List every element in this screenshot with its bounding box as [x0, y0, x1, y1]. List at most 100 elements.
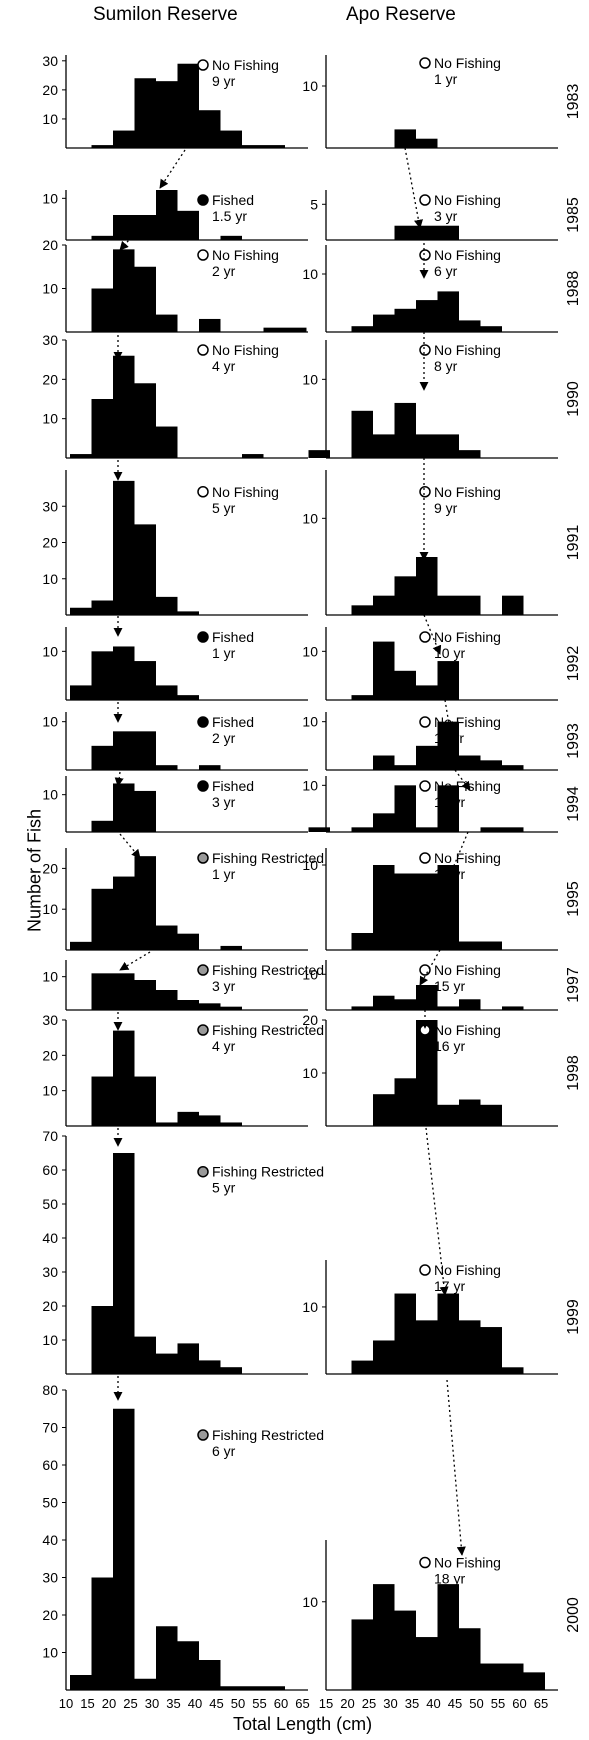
sumilon-1997-bar-45 — [220, 1006, 242, 1010]
sumilon-1993-status-icon — [197, 716, 209, 728]
xtick-apo-40: 40 — [426, 1696, 440, 1711]
sumilon-1995-bar-35 — [177, 933, 199, 950]
apo-1998-bar-40 — [437, 1104, 459, 1126]
apo-1985-bar-30 — [394, 225, 416, 240]
trend-arrow-sumilon-1983-1985 — [159, 149, 186, 189]
sumilon-1999-bar-35 — [177, 1343, 199, 1374]
sumilon-1994-status-label: Fished — [212, 778, 254, 794]
apo-1992-status-label: No Fishing — [434, 629, 501, 645]
apo-1983-ytick-label-10: 10 — [302, 78, 318, 94]
year-label-1998: 1998 — [565, 1055, 582, 1091]
sumilon-2000-bar-15 — [91, 1577, 113, 1690]
apo-2000-ytick-label-10: 10 — [302, 1594, 318, 1610]
xtick-apo-25: 25 — [362, 1696, 376, 1711]
sumilon-1999-duration-label: 5 yr — [212, 1180, 236, 1196]
xtick-sumilon-55: 55 — [252, 1696, 266, 1711]
sumilon-1997-status-label: Fishing Restricted — [212, 962, 324, 978]
apo-1995-status-label: No Fishing — [434, 850, 501, 866]
sumilon-1988-bar-40 — [199, 318, 221, 332]
apo-1995-bar-35 — [416, 873, 438, 950]
apo-1998-bar-45 — [459, 1099, 481, 1126]
apo-1985-bar-35 — [416, 225, 438, 240]
apo-1993-bar-30 — [394, 765, 416, 770]
year-label-1990: 1990 — [565, 381, 582, 417]
sumilon-1998-ytick-label-20: 20 — [42, 1047, 58, 1063]
xtick-sumilon-15: 15 — [80, 1696, 94, 1711]
apo-1988-bar-25 — [373, 314, 395, 332]
sumilon-1995-status-icon — [197, 852, 209, 864]
sumilon-1983-bar-15 — [91, 145, 113, 148]
xtick-sumilon-40: 40 — [188, 1696, 202, 1711]
sumilon-1990-bar-50 — [242, 454, 264, 458]
sumilon-2000-bar-35 — [177, 1641, 199, 1690]
sumilon-1985-bar-25 — [134, 215, 156, 240]
sumilon-1998-status-icon — [197, 1024, 209, 1036]
sumilon-1992-bar-30 — [156, 685, 178, 700]
apo-1990-bar-45 — [459, 450, 481, 458]
sumilon-1995-bar-10 — [70, 941, 92, 950]
sumilon-1997-bar-20 — [113, 973, 135, 1010]
sumilon-1983-bar-45 — [220, 130, 242, 148]
sumilon-1995-status-label: Fishing Restricted — [212, 850, 324, 866]
apo-1997-ytick-label-10: 10 — [302, 966, 318, 982]
sumilon-1998-duration-label: 4 yr — [212, 1038, 236, 1054]
sumilon-1992-status-icon — [197, 631, 209, 643]
apo-1988-bar-50 — [480, 326, 502, 332]
sumilon-1993-status-label: Fished — [212, 714, 254, 730]
apo-1993-bar-25 — [373, 755, 395, 770]
sumilon-1998-bar-25 — [134, 1076, 156, 1126]
sumilon-1988-duration-label: 2 yr — [212, 263, 236, 279]
apo-1991-bar-35 — [416, 557, 438, 615]
xtick-sumilon-25: 25 — [123, 1696, 137, 1711]
apo-1988-status-icon — [419, 249, 431, 261]
apo-1988-bar-20 — [351, 326, 373, 332]
xtick-sumilon-10: 10 — [59, 1696, 73, 1711]
sumilon-1991-ytick-label-20: 20 — [42, 535, 58, 551]
sumilon-2000-status-label: Fishing Restricted — [212, 1427, 324, 1443]
sumilon-1988-bar-30 — [156, 314, 178, 332]
xtick-apo-65: 65 — [534, 1696, 548, 1711]
apo-1990-ytick-label-10: 10 — [302, 371, 318, 387]
trend-arrow-apo-1993-1994 — [454, 769, 471, 791]
xtick-apo-30: 30 — [383, 1696, 397, 1711]
sumilon-1998-ytick-label-30: 30 — [42, 1012, 58, 1028]
xtick-sumilon-30: 30 — [145, 1696, 159, 1711]
sumilon-1983-bar-30 — [156, 81, 178, 148]
apo-2000-bar-40 — [437, 1584, 459, 1690]
sumilon-1999-ytick-label-50: 50 — [42, 1196, 58, 1212]
sumilon-1997-duration-label: 3 yr — [212, 978, 236, 994]
sumilon-2000-bar-10 — [70, 1675, 92, 1690]
sumilon-1985-duration-label: 1.5 yr — [212, 208, 247, 224]
apo-1998-status-label: No Fishing — [434, 1022, 501, 1038]
sumilon-1988-status-label: No Fishing — [212, 247, 279, 263]
sumilon-1998-bar-45 — [220, 1122, 242, 1126]
year-label-1992: 1992 — [565, 646, 582, 682]
apo-1993-duration-label: 11 yr — [434, 730, 464, 746]
sumilon-1985-bar-30 — [156, 190, 178, 240]
sumilon-1983-duration-label: 9 yr — [212, 73, 236, 89]
sumilon-1985-bar-45 — [220, 235, 242, 240]
apo-1999-bar-45 — [459, 1320, 481, 1374]
sumilon-1992-ytick-label-10: 10 — [42, 643, 58, 659]
sumilon-1992-bar-10 — [70, 685, 92, 700]
sumilon-1985-bar-15 — [91, 235, 113, 240]
sumilon-1993-bar-20 — [113, 731, 135, 770]
xtick-sumilon-35: 35 — [166, 1696, 180, 1711]
sumilon-1991-bar-20 — [113, 480, 135, 615]
sumilon-1999-ytick-label-30: 30 — [42, 1264, 58, 1280]
apo-2000-bar-30 — [394, 1610, 416, 1690]
trend-arrow-apo-1998-1999 — [425, 1127, 449, 1296]
apo-1999-bar-30 — [394, 1293, 416, 1374]
sumilon-1998-bar-15 — [91, 1076, 113, 1126]
apo-1995-bar-50 — [480, 941, 502, 950]
apo-1994-bar-55 — [502, 827, 524, 832]
apo-1985-status-icon — [419, 194, 431, 206]
sumilon-1992-bar-20 — [113, 646, 135, 700]
apo-1998-duration-label: 16 yr — [434, 1038, 465, 1054]
sumilon-2000-bar-20 — [113, 1408, 135, 1690]
sumilon-2000-ytick-label-20: 20 — [42, 1607, 58, 1623]
sumilon-1990-bar-10 — [70, 454, 92, 458]
sumilon-1990-ytick-label-10: 10 — [42, 411, 58, 427]
sumilon-1991-bar-15 — [91, 600, 113, 615]
apo-1993-status-icon — [419, 716, 431, 728]
